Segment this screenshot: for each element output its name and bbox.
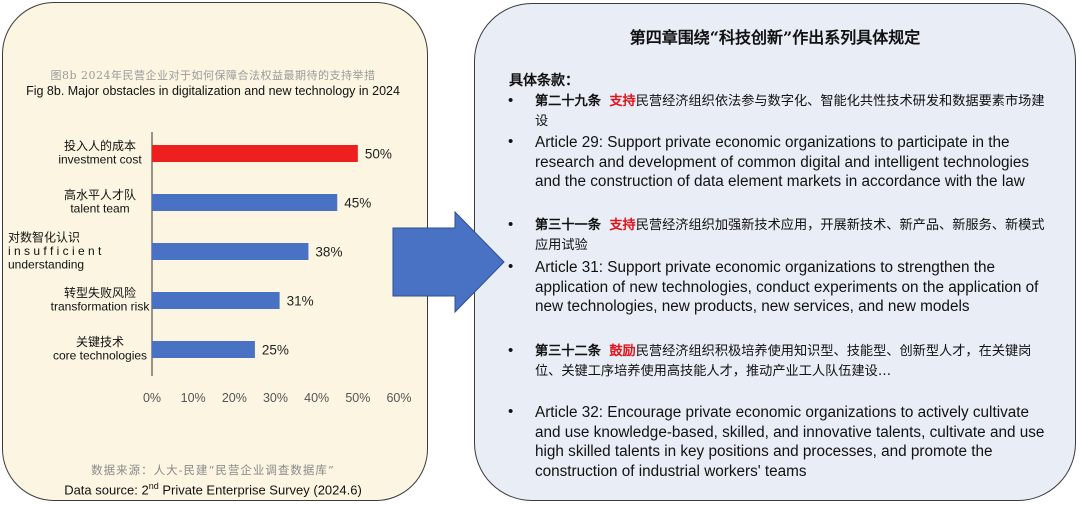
article-keyword: 支持 xyxy=(609,94,636,109)
value-label: 50% xyxy=(365,147,392,162)
regulations-title: 第四章围绕“科技创新”作出系列具体规定 xyxy=(629,28,921,47)
article-body: 民营经济组织加强新技术应用，开展新技术、新产品、新服务、新模式应用试验 xyxy=(535,218,1045,253)
article-29-en-text: Article 29: Support private economic org… xyxy=(535,134,1030,191)
x-tick-label: 50% xyxy=(345,391,370,405)
article-number: 第三十一条 xyxy=(535,218,601,233)
bullet: • xyxy=(508,342,514,359)
chart-title-cn: 图8b 2024年民营企业对于如何保障合法权益最期待的支持举措 xyxy=(50,69,376,82)
bar xyxy=(152,243,309,260)
article-32-en-text: Article 32: Encourage private economic o… xyxy=(535,404,1045,480)
value-label: 45% xyxy=(344,196,371,211)
bullet: • xyxy=(508,403,514,420)
source-ordinal-suffix: nd xyxy=(148,481,159,491)
article-body: 民营经济组织依法参与数字化、智能化共性技术研发和数据要素市场建设 xyxy=(535,94,1045,129)
regulations-panel xyxy=(474,3,1076,501)
bar xyxy=(152,194,338,211)
article-number: 第二十九条 xyxy=(535,94,601,109)
x-tick-label: 20% xyxy=(222,391,247,405)
bar xyxy=(152,341,255,358)
category-label-en: core technologies xyxy=(53,349,147,363)
category-label-en: investment cost xyxy=(58,153,142,167)
category-label-en: understanding xyxy=(8,257,84,271)
specific-clauses-heading: 具体条款： xyxy=(509,73,579,89)
article-keyword: 支持 xyxy=(609,218,636,233)
category-label-en: transformation risk xyxy=(51,300,151,314)
value-label: 31% xyxy=(287,294,314,309)
category-label-cn: 转型失败风险 xyxy=(64,285,136,300)
article-32-cn-text: 第三十二条 鼓励民营经济组织积极培养使用知识型、技能型、创新型人才，在关键岗位、… xyxy=(535,342,1056,382)
article-body: 民营经济组织积极培养使用知识型、技能型、创新型人才，在关键岗位、关键工序培养使用… xyxy=(535,344,1032,379)
category-label-cn: 对数智化认识 xyxy=(8,229,80,244)
category-label-en: i n s u f f i c i e n t xyxy=(8,244,102,258)
chart-title-en: Fig 8b. Major obstacles in digitalizatio… xyxy=(26,84,400,98)
category-label-en: talent team xyxy=(70,202,129,216)
x-tick-label: 0% xyxy=(143,391,161,405)
article-31-cn-text: 第三十一条 支持民营经济组织加强新技术应用，开展新技术、新产品、新服务、新模式应… xyxy=(535,216,1056,256)
bar xyxy=(152,145,358,162)
category-label-cn: 高水平人才队 xyxy=(64,187,136,202)
source-suffix: Private Enterprise Survey (2024.6) xyxy=(158,482,362,498)
article-31-en-text: Article 31: Support private economic org… xyxy=(535,259,1039,316)
bar xyxy=(152,292,280,309)
source-prefix: Data source: 2 xyxy=(64,482,149,498)
value-label: 38% xyxy=(315,245,342,260)
bullet: • xyxy=(508,258,514,275)
article-29-cn-text: 第二十九条 支持民营经济组织依法参与数字化、智能化共性技术研发和数据要素市场建设 xyxy=(535,92,1056,132)
category-label-cn: 关键技术 xyxy=(76,335,124,349)
x-tick-label: 60% xyxy=(386,391,411,405)
article-number: 第三十二条 xyxy=(535,344,601,359)
bullet: • xyxy=(508,92,514,109)
x-tick-label: 10% xyxy=(181,391,206,405)
data-source-cn: 数据来源：人大-民建“民营企业调查数据库” xyxy=(91,463,335,477)
value-label: 25% xyxy=(262,343,289,358)
x-tick-label: 40% xyxy=(304,391,329,405)
right-arrow-icon xyxy=(392,210,505,314)
article-keyword: 鼓励 xyxy=(609,344,636,359)
bullet: • xyxy=(508,216,514,233)
data-source-en: Data source: 2nd Private Enterprise Surv… xyxy=(0,481,426,497)
category-label-cn: 投入人的成本 xyxy=(64,138,136,153)
bullet: • xyxy=(508,133,514,150)
x-tick-label: 30% xyxy=(263,391,288,405)
